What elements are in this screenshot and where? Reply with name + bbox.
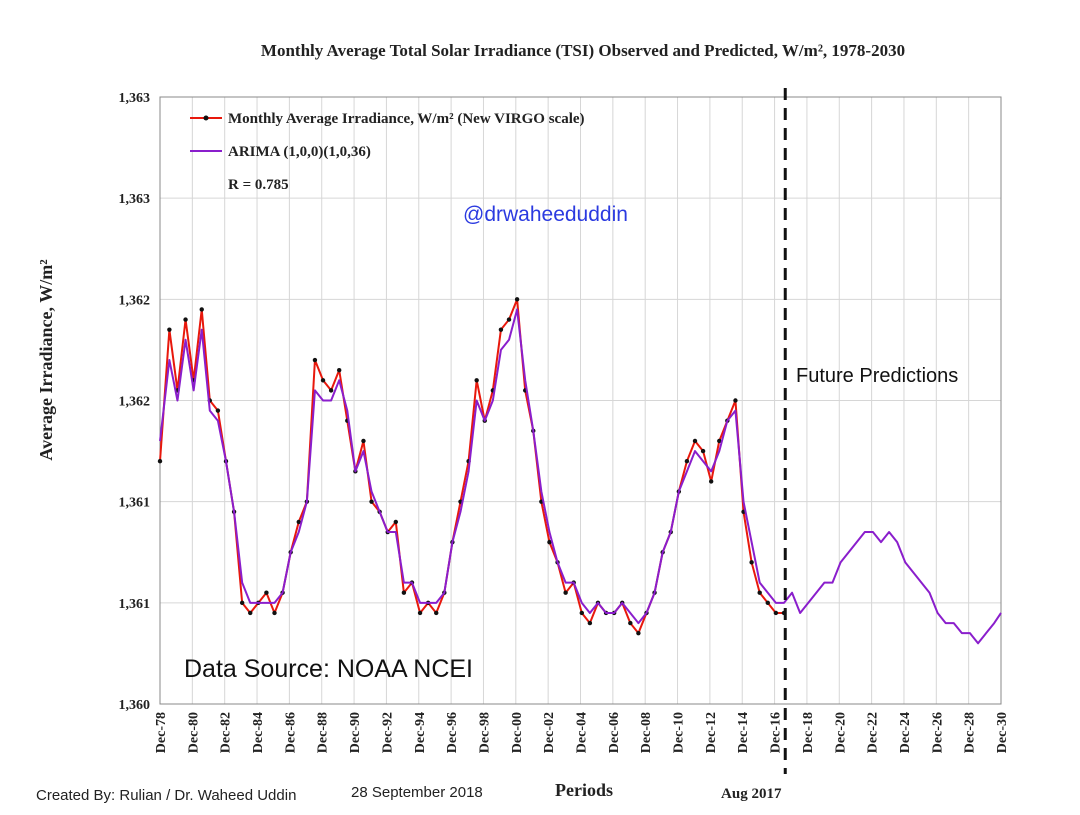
x-tick-label: Dec-22 [866,712,881,753]
data-point-observed [708,479,714,484]
data-point-observed [547,539,552,545]
y-tick-label: 1,361 [119,597,151,612]
data-point-observed [320,378,326,383]
data-point-observed [773,610,779,616]
chart-title: Monthly Average Total Solar Irradiance (… [261,41,905,60]
data-point-observed [239,600,245,606]
legend-label-observed: Monthly Average Irradiance, W/m² (New VI… [228,111,585,127]
x-tick-label: Dec-28 [963,712,978,753]
x-tick-label: Dec-94 [413,712,428,753]
data-point-observed [401,590,407,595]
series-line-observed [159,298,784,635]
created-date: 28 September 2018 [351,784,483,801]
data-point-observed [361,438,366,444]
x-tick-label: Dec-80 [186,712,201,753]
data-point-observed [579,610,584,616]
x-tick-label: Dec-30 [995,712,1010,753]
x-tick-label: Dec-88 [316,712,331,753]
legend-label-arima: ARIMA (1,0,0)(1,0,36) [228,144,371,160]
data-point-observed [563,590,568,595]
y-tick-label: 1,363 [119,91,151,106]
legend: Monthly Average Irradiance, W/m² (New VI… [190,111,585,193]
x-tick-label: Dec-14 [736,712,751,753]
legend-marker-observed [203,115,209,121]
x-tick-label: Dec-98 [477,712,492,753]
created-by-credit: Created By: Rulian / Dr. Waheed Uddin [36,787,296,804]
r-value-label: R = 0.785 [228,177,289,193]
x-tick-label: Dec-12 [704,712,719,753]
x-tick-label: Dec-18 [801,712,816,753]
data-point-observed [199,307,204,312]
data-point-observed [684,459,690,464]
x-axis-ticks: Dec-78 Dec-80 Dec-82 Dec-84 Dec-86 Dec-88 Dec-… [154,712,1010,753]
data-point-observed [587,620,593,626]
y-axis-title: Average Irradiance, W/m² [36,259,56,460]
data-point-observed [328,388,334,393]
data-point-observed [272,610,277,616]
data-point-observed [248,610,253,616]
data-point-observed [434,610,439,616]
data-point-observed [474,378,479,383]
y-tick-label: 1,362 [119,395,151,410]
x-tick-label: Dec-06 [607,712,622,753]
x-tick-label: Dec-10 [672,712,687,753]
data-point-observed [296,519,301,525]
data-source-label: Data Source: NOAA NCEI [184,655,473,683]
x-tick-label: Dec-00 [510,712,525,753]
series-line-arima [159,308,1002,645]
data-point-observed [700,448,706,454]
data-point-observed [506,317,512,322]
x-tick-label: Dec-78 [154,712,169,753]
y-axis-ticks: 1,363 1,363 1,362 1,362 1,361 1,361 1,360 [119,91,151,713]
plot-area-frame [159,96,1002,705]
y-tick-label: 1,362 [119,293,151,308]
aug-2017-label: Aug 2017 [721,786,782,802]
data-point-observed [636,630,641,636]
data-point-observed [167,327,172,332]
x-tick-label: Dec-24 [898,712,913,753]
series-lines [157,297,1002,645]
grid-lines [159,96,1002,705]
data-point-observed [312,357,318,363]
x-tick-label: Dec-90 [348,712,363,753]
x-tick-label: Dec-04 [575,712,590,753]
data-point-observed [336,367,342,373]
data-point-observed [628,620,633,626]
x-tick-label: Dec-16 [769,712,784,753]
y-tick-label: 1,360 [119,698,151,713]
data-point-observed [369,499,374,504]
x-axis-title: Periods [555,780,613,800]
x-tick-label: Dec-84 [251,712,266,753]
data-point-observed [157,459,163,464]
data-point-observed [757,590,762,595]
author-handle: @drwaheeduddin [463,203,628,226]
data-point-observed [215,408,221,413]
x-tick-label: Dec-82 [219,712,234,753]
data-point-observed [749,560,754,565]
y-tick-label: 1,361 [119,496,151,511]
data-point-observed [498,327,504,332]
x-tick-label: Dec-96 [445,712,460,753]
x-tick-label: Dec-02 [542,712,557,753]
data-point-observed [765,600,770,606]
x-tick-label: Dec-26 [930,712,945,753]
future-predictions-label: Future Predictions [796,365,958,387]
data-point-observed [183,317,188,322]
x-tick-label: Dec-86 [283,712,298,753]
x-tick-label: Dec-20 [833,712,848,753]
y-tick-label: 1,363 [119,192,151,207]
data-point-observed [692,438,698,444]
x-tick-label: Dec-92 [380,712,395,753]
data-point-observed [733,398,738,403]
data-point-observed [417,610,423,616]
data-point-observed [393,519,399,525]
data-point-observed [717,438,722,444]
x-tick-label: Dec-08 [639,712,654,753]
data-point-observed [514,297,520,302]
data-point-observed [264,590,269,595]
